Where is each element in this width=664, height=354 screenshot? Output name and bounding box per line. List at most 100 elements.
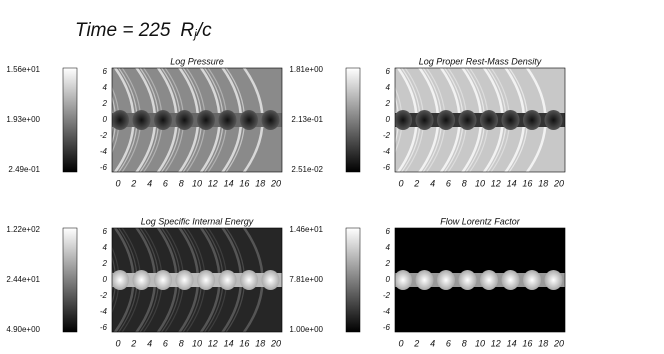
- panel-image: [394, 227, 566, 333]
- y-tick-label: 2: [385, 99, 391, 108]
- bow-shock: [395, 107, 397, 133]
- y-tick-label: -2: [383, 131, 391, 140]
- colorbar-label: 2.49e-01: [8, 165, 40, 174]
- knot: [218, 270, 237, 290]
- figure-title: Time = 225 Rj/c: [75, 20, 212, 41]
- x-tick-label: 18: [538, 178, 548, 188]
- knot: [501, 110, 520, 130]
- y-tick-label: 0: [103, 115, 108, 124]
- y-tick-label: -2: [100, 131, 108, 140]
- y-tick-label: 4: [386, 83, 391, 92]
- knot: [240, 270, 258, 290]
- colorbar-label: 1.22e+02: [6, 225, 40, 234]
- panel-title: Flow Lorentz Factor: [440, 216, 521, 226]
- colorbar-label: 4.90e+00: [6, 325, 40, 334]
- y-tick-label: 0: [103, 275, 108, 284]
- panel-image: [76, 223, 283, 337]
- knot: [458, 110, 477, 130]
- x-tick-label: 6: [163, 338, 168, 348]
- knot: [112, 270, 129, 290]
- knot: [544, 110, 563, 130]
- y-tick-label: -6: [100, 163, 108, 172]
- knot: [132, 270, 151, 290]
- y-tick-label: 0: [386, 115, 391, 124]
- x-tick-label: 18: [255, 178, 265, 188]
- x-tick-label: 10: [192, 338, 202, 348]
- x-tick-label: 4: [430, 178, 435, 188]
- colorbar: [345, 67, 361, 173]
- x-tick-label: 14: [507, 338, 517, 348]
- knot: [415, 270, 434, 290]
- x-tick-label: 0: [398, 178, 403, 188]
- x-tick-label: 8: [462, 178, 467, 188]
- image-frame: [394, 67, 566, 173]
- x-tick-label: 18: [255, 338, 265, 348]
- knot: [415, 110, 434, 130]
- panel-title: Log Proper Rest-Mass Density: [419, 56, 542, 66]
- colorbar-label: 1.46e+01: [289, 225, 323, 234]
- title-symbol: R: [180, 20, 194, 41]
- panel-image: [394, 67, 566, 173]
- x-tick-label: 4: [147, 338, 152, 348]
- x-tick-label: 14: [224, 178, 234, 188]
- bow-shock: [76, 63, 98, 177]
- knot: [154, 270, 172, 290]
- x-tick-label: 20: [270, 178, 281, 188]
- colorbar: [62, 227, 78, 333]
- bow-shock: [112, 107, 114, 133]
- colorbar-label: 1.56e+01: [6, 65, 40, 74]
- knot: [197, 110, 215, 130]
- colorbar-label: 1.93e+00: [6, 115, 40, 124]
- x-tick-label: 8: [179, 338, 184, 348]
- knot: [480, 270, 498, 290]
- colorbar: [345, 227, 361, 333]
- knot: [523, 270, 541, 290]
- y-tick-label: -6: [383, 323, 391, 332]
- x-tick-label: 10: [475, 178, 485, 188]
- knot: [544, 270, 563, 290]
- y-tick-label: 2: [102, 259, 108, 268]
- knot: [437, 270, 455, 290]
- y-tick-label: -6: [383, 163, 391, 172]
- knot: [395, 270, 412, 290]
- image-content: [76, 223, 282, 337]
- knot: [480, 110, 498, 130]
- x-tick-label: 12: [208, 178, 218, 188]
- x-tick-label: 2: [413, 178, 419, 188]
- y-tick-label: 2: [102, 99, 108, 108]
- x-tick-label: 0: [398, 338, 403, 348]
- x-tick-label: 6: [446, 178, 451, 188]
- x-tick-label: 6: [446, 338, 451, 348]
- y-tick-label: -4: [100, 147, 108, 156]
- y-tick-label: -4: [383, 147, 391, 156]
- bow-shock: [112, 267, 114, 293]
- bow-shock: [76, 223, 98, 337]
- y-tick-label: -4: [383, 307, 391, 316]
- x-tick-label: 14: [507, 178, 517, 188]
- knot: [240, 110, 258, 130]
- y-tick-label: 6: [103, 67, 108, 76]
- x-tick-label: 0: [115, 338, 120, 348]
- x-tick-label: 4: [147, 178, 152, 188]
- colorbar-label: 2.44e+01: [6, 275, 40, 284]
- x-tick-label: 16: [239, 338, 249, 348]
- x-tick-label: 0: [115, 178, 120, 188]
- colorbar-label: 2.13e-01: [291, 115, 323, 124]
- image-content: [76, 63, 282, 177]
- x-tick-label: 16: [522, 178, 532, 188]
- y-tick-label: 6: [386, 67, 391, 76]
- x-tick-label: 20: [270, 338, 281, 348]
- y-tick-label: -2: [383, 291, 391, 300]
- colorbar-label: 1.81e+00: [289, 65, 323, 74]
- x-tick-label: 20: [553, 178, 564, 188]
- y-tick-label: -6: [100, 323, 108, 332]
- x-tick-label: 16: [522, 338, 532, 348]
- panel-title: Log Specific Internal Energy: [141, 216, 254, 226]
- title-suffix: /c: [195, 20, 212, 41]
- y-tick-label: -4: [100, 307, 108, 316]
- knot: [218, 110, 237, 130]
- knot: [261, 270, 280, 290]
- x-tick-label: 18: [538, 338, 548, 348]
- panel-image: [76, 63, 283, 177]
